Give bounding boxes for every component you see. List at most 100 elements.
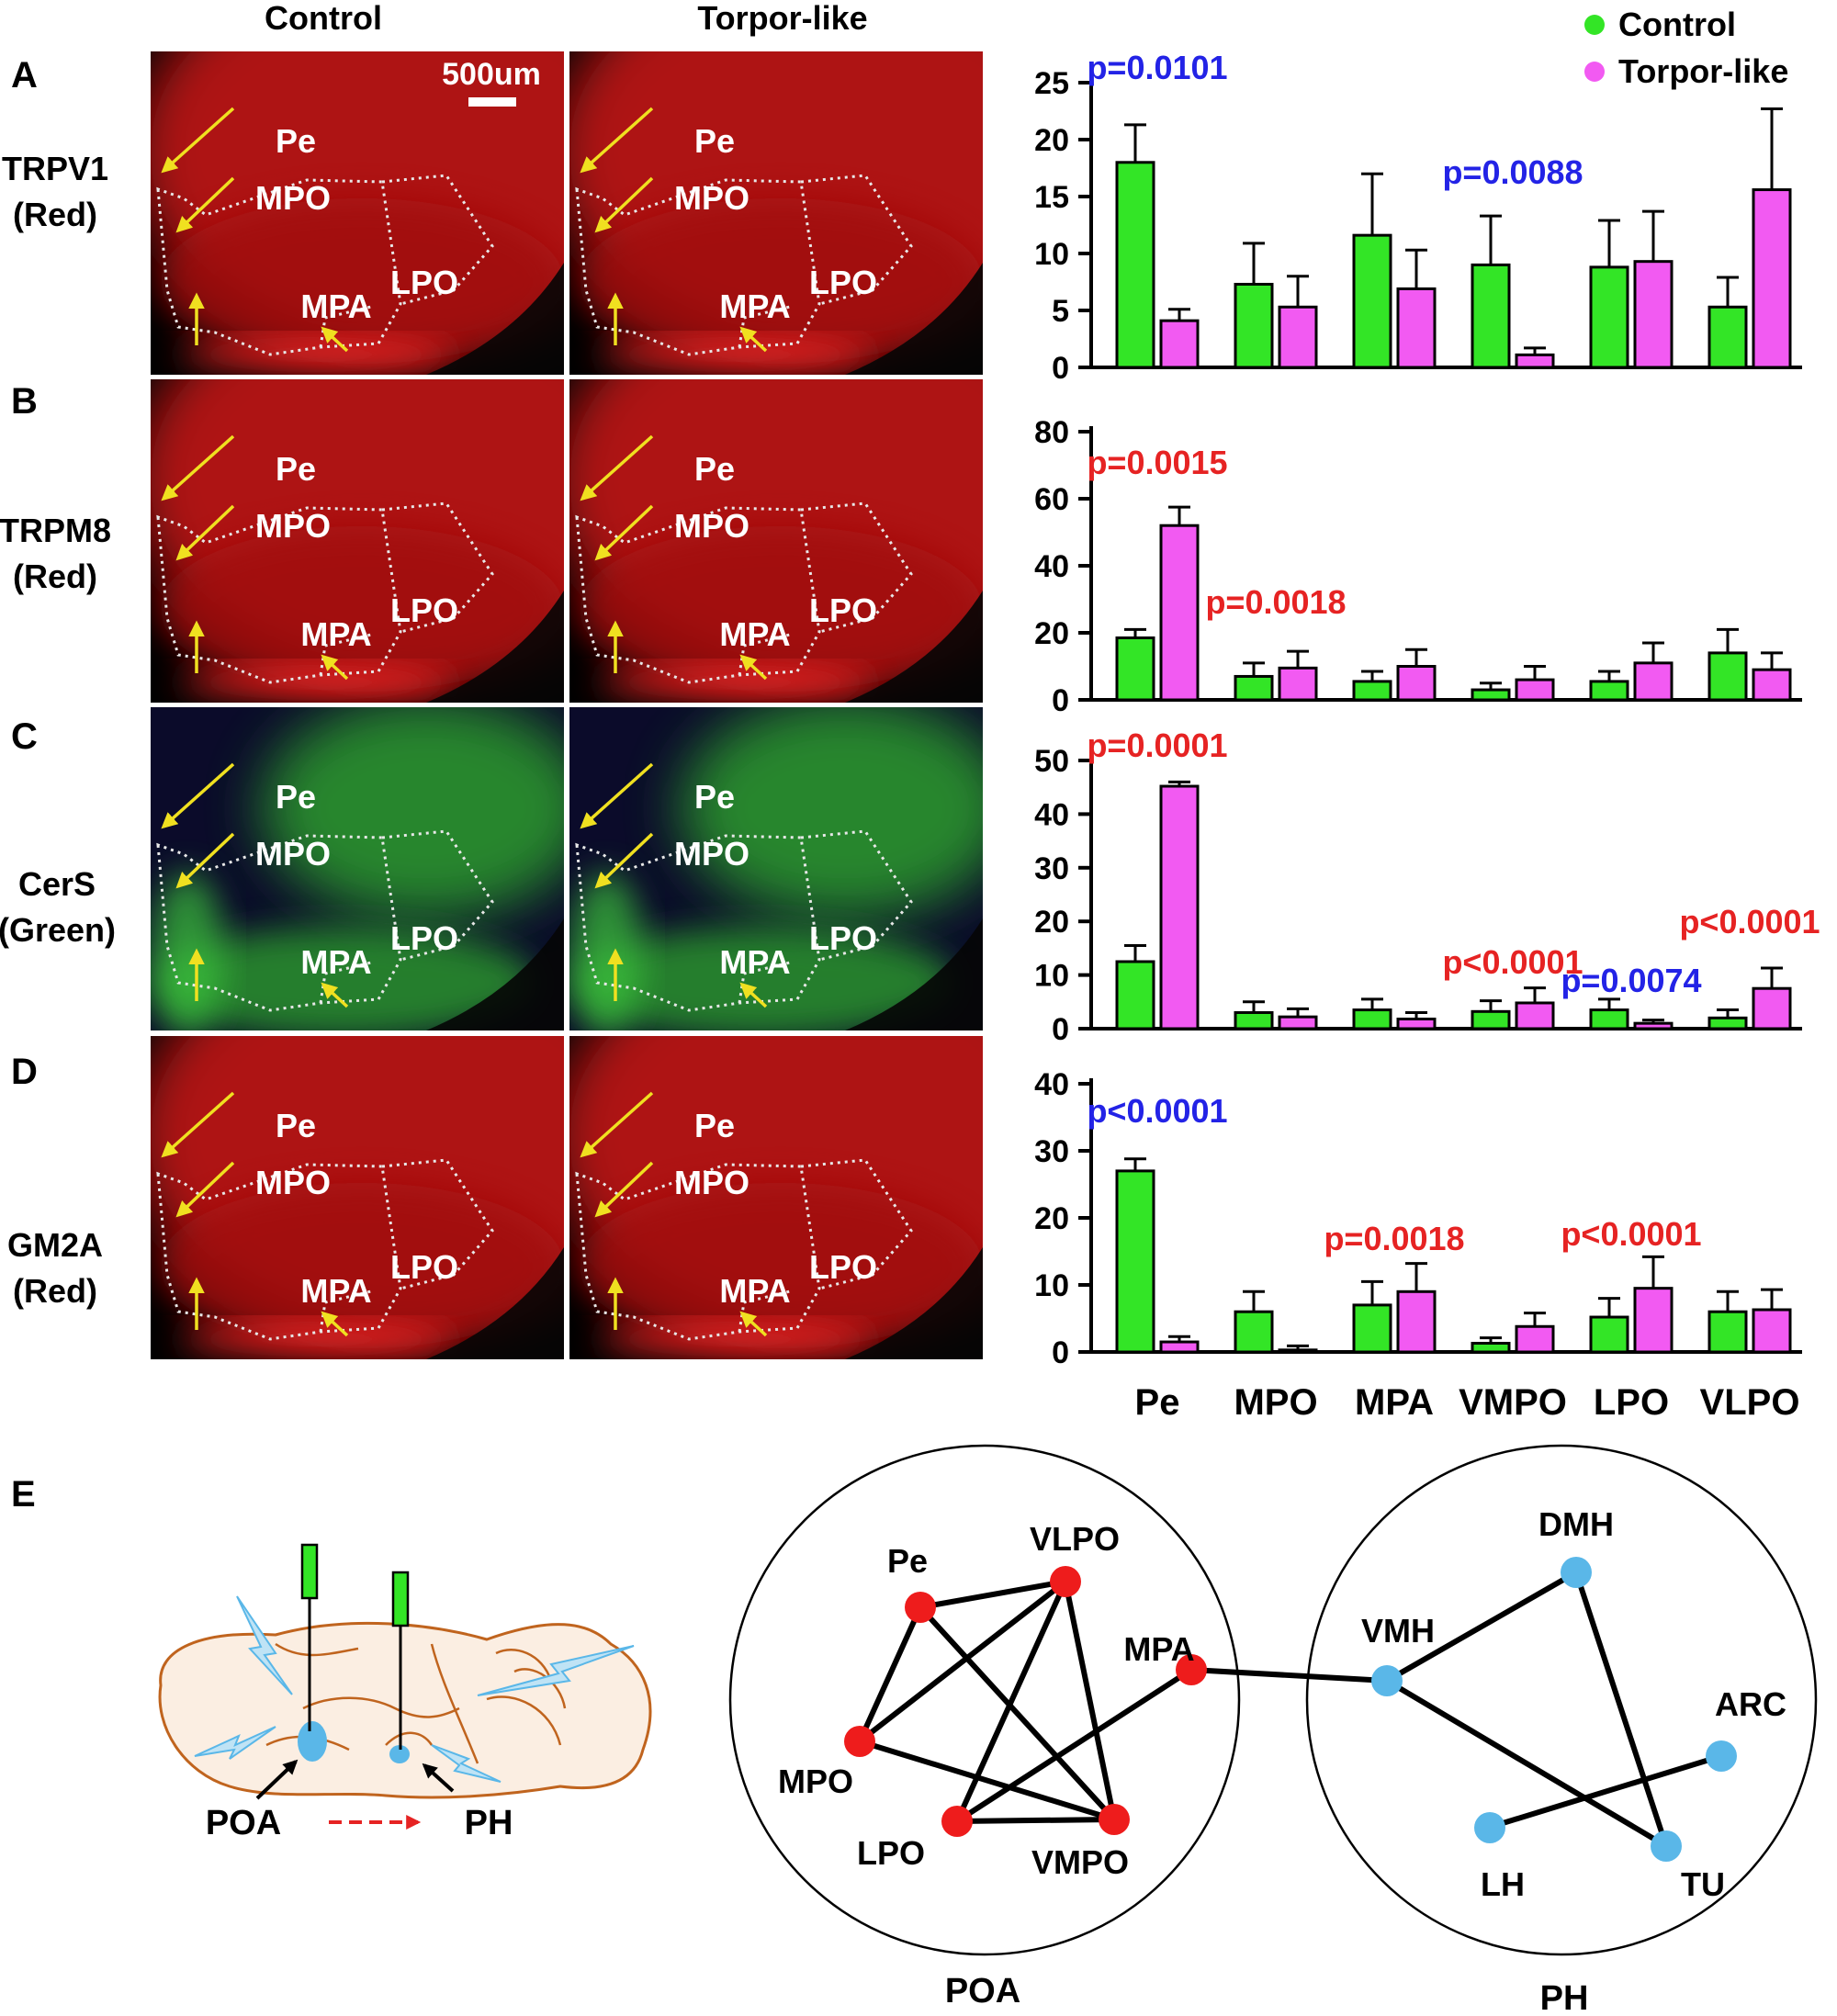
micrograph-tissue	[569, 1036, 983, 1359]
x-tick-label-vlpo: VLPO	[1700, 1382, 1800, 1423]
column-header-control: Control	[265, 0, 382, 37]
arrow-mpo	[594, 1161, 654, 1218]
bar-control-vmpo	[1471, 263, 1511, 369]
micrograph-label-vmpo: VMPO	[680, 1357, 777, 1394]
arrow-mpo	[175, 832, 235, 889]
micrograph-label-mpa: MPA	[300, 615, 371, 653]
micrograph-label-lpo: LPO	[809, 1248, 877, 1286]
micrograph-label-mpo: MPO	[674, 507, 749, 545]
marker-name-c: CerS	[18, 865, 96, 903]
arrow-mpo	[175, 504, 235, 561]
micrograph-label-lpo: LPO	[809, 264, 877, 301]
bar-torpor-vmpo	[1515, 678, 1555, 702]
edge-vlpo-vmpo	[1063, 1581, 1117, 1820]
bar-torpor-vlpo	[1752, 1308, 1792, 1354]
bar-torpor-vmpo	[1515, 353, 1555, 369]
micrograph-label-mpa: MPA	[300, 943, 371, 981]
y-tick-label: 40	[1034, 1067, 1069, 1102]
y-tick-label: 0	[1052, 1335, 1069, 1370]
node-pe	[905, 1592, 936, 1623]
micrograph-label-pe: Pe	[694, 122, 735, 160]
y-tick-label: 15	[1034, 180, 1069, 215]
p-value-annotation: p<0.0001	[1679, 903, 1820, 940]
y-tick-label: 0	[1052, 1012, 1069, 1047]
bar-torpor-lpo	[1633, 1287, 1674, 1354]
edge-vlpo-lpo	[954, 1580, 1068, 1823]
bar-control-pe	[1115, 636, 1155, 702]
micrograph-label-lpo: LPO	[390, 1248, 458, 1286]
brain-outline	[158, 1621, 652, 1799]
y-tick-label: 80	[1034, 415, 1069, 450]
micrograph-tissue	[151, 707, 564, 1031]
ph-pointer-arrow	[422, 1763, 455, 1793]
marker-channel-b: (Red)	[13, 557, 97, 595]
node-vlpo	[1050, 1566, 1081, 1597]
poa-pointer-arrow	[255, 1759, 299, 1800]
arrow-pe	[580, 762, 654, 829]
bar-control-vlpo	[1707, 1310, 1748, 1354]
x-tick-label-lpo: LPO	[1594, 1382, 1669, 1423]
panel-letter-b: B	[11, 381, 38, 422]
bar-control-vlpo	[1707, 1016, 1748, 1031]
y-tick-label: 10	[1034, 959, 1069, 994]
y-tick-label: 0	[1052, 351, 1069, 386]
arrow-mpo	[175, 176, 235, 233]
edge-dmh-tu	[1573, 1571, 1669, 1847]
scale-bar-line	[468, 97, 516, 107]
micrograph-label-pe: Pe	[694, 1107, 735, 1144]
network-ph-label: PH	[1540, 1979, 1589, 2016]
micrograph-tissue	[569, 379, 983, 703]
micrograph-tissue	[569, 707, 983, 1031]
bar-torpor-mpa	[1396, 665, 1437, 702]
bar-torpor-vlpo	[1752, 986, 1792, 1031]
bar-control-mpo	[1234, 282, 1274, 369]
bar-torpor-vmpo	[1515, 1324, 1555, 1354]
edge-mpa-vmh	[1190, 1667, 1388, 1684]
bar-torpor-mpa	[1396, 287, 1437, 369]
legend: Control Torpor-like	[1584, 6, 1788, 90]
micrograph-label-pe: Pe	[694, 778, 735, 816]
micrograph-label-mpo: MPO	[255, 835, 331, 873]
bar-torpor-mpo	[1278, 1348, 1318, 1354]
edge-pe-mpo	[857, 1605, 923, 1743]
node-label-pe: Pe	[887, 1542, 928, 1580]
y-tick-label: 60	[1034, 482, 1069, 517]
node-label-arc: ARC	[1715, 1685, 1786, 1723]
legend-torpor-swatch	[1584, 62, 1605, 82]
arrow-vlpo	[321, 982, 349, 1008]
x-tick-label-mpo: MPO	[1234, 1382, 1317, 1423]
bar-control-lpo	[1589, 265, 1629, 369]
arrow-vlpo	[739, 1311, 768, 1337]
bar-torpor-pe	[1159, 524, 1200, 702]
legend-torpor-label: Torpor-like	[1618, 52, 1788, 90]
node-lpo	[941, 1806, 973, 1837]
edge-arc-lh	[1487, 1753, 1722, 1830]
cortex-folds	[265, 1642, 460, 1751]
signal-bolt-2	[477, 1645, 635, 1696]
bar-torpor-vlpo	[1752, 668, 1792, 702]
brain-schematic: POA PH	[158, 1543, 652, 1842]
y-tick-label: 25	[1034, 66, 1069, 101]
y-tick-label: 40	[1034, 797, 1069, 832]
arrow-vlpo	[321, 1311, 349, 1337]
y-tick-label: 10	[1034, 237, 1069, 272]
bar-control-lpo	[1589, 680, 1629, 702]
y-tick-label: 5	[1052, 294, 1069, 329]
p-value-annotation: p=0.0001	[1087, 726, 1227, 764]
chart-b: 0 20 40 60 80 p=0.0015 p=0.0018	[1034, 415, 1802, 718]
bar-control-mpo	[1234, 1310, 1274, 1354]
arrow-vlpo	[739, 982, 768, 1008]
poa-region	[298, 1721, 327, 1762]
bar-control-pe	[1115, 960, 1155, 1031]
y-tick-label: 20	[1034, 616, 1069, 651]
edge-vmh-dmh	[1385, 1570, 1578, 1684]
node-label-lh: LH	[1481, 1865, 1525, 1903]
y-tick-label: 20	[1034, 905, 1069, 940]
bar-torpor-vlpo	[1752, 188, 1792, 369]
bar-control-mpo	[1234, 1010, 1274, 1031]
